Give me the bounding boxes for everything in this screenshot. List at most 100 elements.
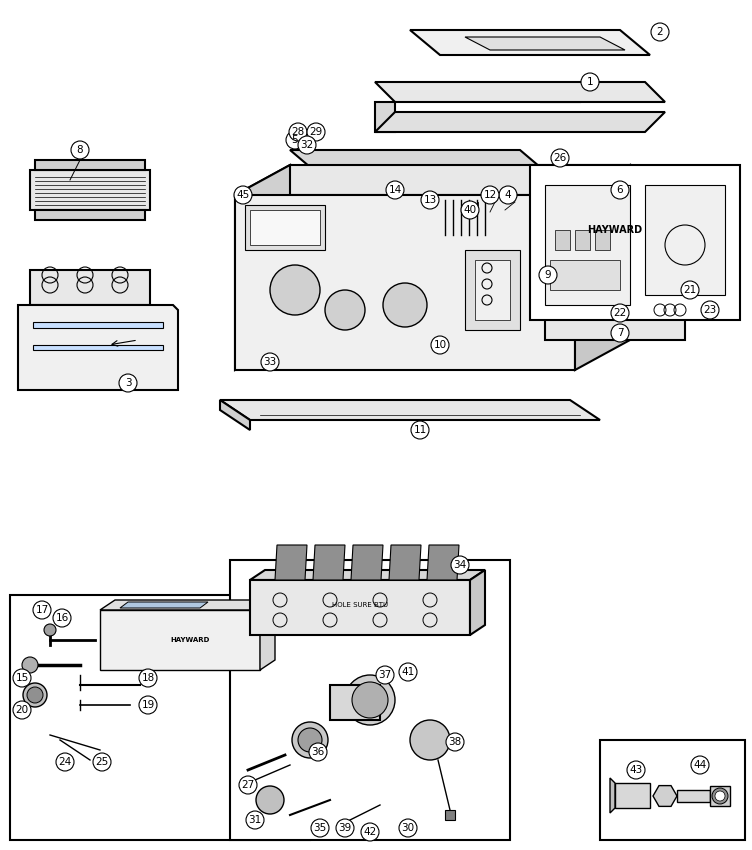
Polygon shape [35,160,145,170]
Polygon shape [575,165,630,370]
Text: 22: 22 [614,308,626,318]
Polygon shape [375,112,665,132]
Circle shape [23,683,47,707]
Circle shape [383,283,427,327]
Circle shape [286,131,304,149]
Polygon shape [375,82,665,102]
Polygon shape [290,173,540,190]
Bar [250,210,320,245]
Text: 6: 6 [617,185,623,195]
Circle shape [451,556,469,574]
Circle shape [551,149,569,167]
Circle shape [22,657,38,673]
Text: 7: 7 [617,328,623,338]
Bar [475,260,510,320]
Circle shape [481,186,499,204]
Circle shape [56,753,74,771]
Bar [10,595,310,840]
Circle shape [386,181,404,199]
Polygon shape [275,545,307,580]
Text: 11: 11 [414,425,426,435]
Polygon shape [465,37,625,50]
Polygon shape [290,167,310,190]
Circle shape [352,682,388,718]
Circle shape [399,663,417,681]
Polygon shape [30,270,150,305]
Polygon shape [470,570,485,635]
Bar [465,250,520,330]
Text: 10: 10 [433,340,447,350]
Circle shape [325,290,365,330]
Polygon shape [220,400,600,420]
Text: 4: 4 [505,190,511,200]
Circle shape [289,123,307,141]
Circle shape [256,786,284,814]
Text: 40: 40 [463,205,477,215]
Circle shape [611,324,629,342]
Bar [530,165,740,320]
Circle shape [446,733,464,751]
Text: HOLE SURE BTU: HOLE SURE BTU [332,602,388,608]
Bar [245,205,325,250]
Circle shape [361,823,379,841]
Polygon shape [250,580,470,635]
Polygon shape [100,600,275,610]
Text: 38: 38 [448,737,462,747]
Polygon shape [560,255,670,275]
Polygon shape [33,322,163,328]
Text: HAYWARD: HAYWARD [170,637,210,643]
Circle shape [239,776,257,794]
Bar [595,230,610,250]
Polygon shape [540,200,690,210]
Polygon shape [677,790,710,802]
Circle shape [44,624,56,636]
Text: 33: 33 [263,357,277,367]
Polygon shape [545,295,685,340]
Circle shape [399,819,417,837]
Polygon shape [410,30,650,55]
Text: 2: 2 [656,27,663,37]
Circle shape [307,123,325,141]
Polygon shape [250,570,485,580]
Bar [555,230,570,250]
Polygon shape [595,275,635,290]
Text: 30: 30 [402,823,414,833]
Text: 44: 44 [693,760,707,770]
Polygon shape [30,170,150,210]
Circle shape [431,336,449,354]
Polygon shape [313,545,345,580]
Polygon shape [235,165,290,370]
Polygon shape [235,195,575,370]
Circle shape [13,701,31,719]
Polygon shape [445,810,455,820]
Bar [230,560,510,840]
Text: 32: 32 [300,140,314,150]
Polygon shape [710,786,730,806]
Text: 24: 24 [59,757,71,767]
Polygon shape [290,150,540,167]
Circle shape [298,136,316,154]
Text: 36: 36 [311,747,325,757]
Circle shape [611,304,629,322]
Circle shape [336,819,354,837]
Text: 31: 31 [248,815,262,825]
Polygon shape [610,778,615,813]
Text: 28: 28 [291,127,305,137]
Circle shape [298,728,322,752]
Circle shape [421,191,439,209]
Polygon shape [540,210,690,250]
Polygon shape [351,545,383,580]
Circle shape [651,23,669,41]
Circle shape [410,720,450,760]
Text: 42: 42 [363,827,377,837]
Circle shape [681,281,699,299]
Polygon shape [375,102,395,132]
Text: 12: 12 [484,190,496,200]
Circle shape [27,687,43,703]
Polygon shape [35,210,145,220]
Polygon shape [33,345,163,350]
Text: 1: 1 [587,77,593,87]
Circle shape [13,669,31,687]
Text: 18: 18 [141,673,155,683]
Circle shape [411,421,429,439]
